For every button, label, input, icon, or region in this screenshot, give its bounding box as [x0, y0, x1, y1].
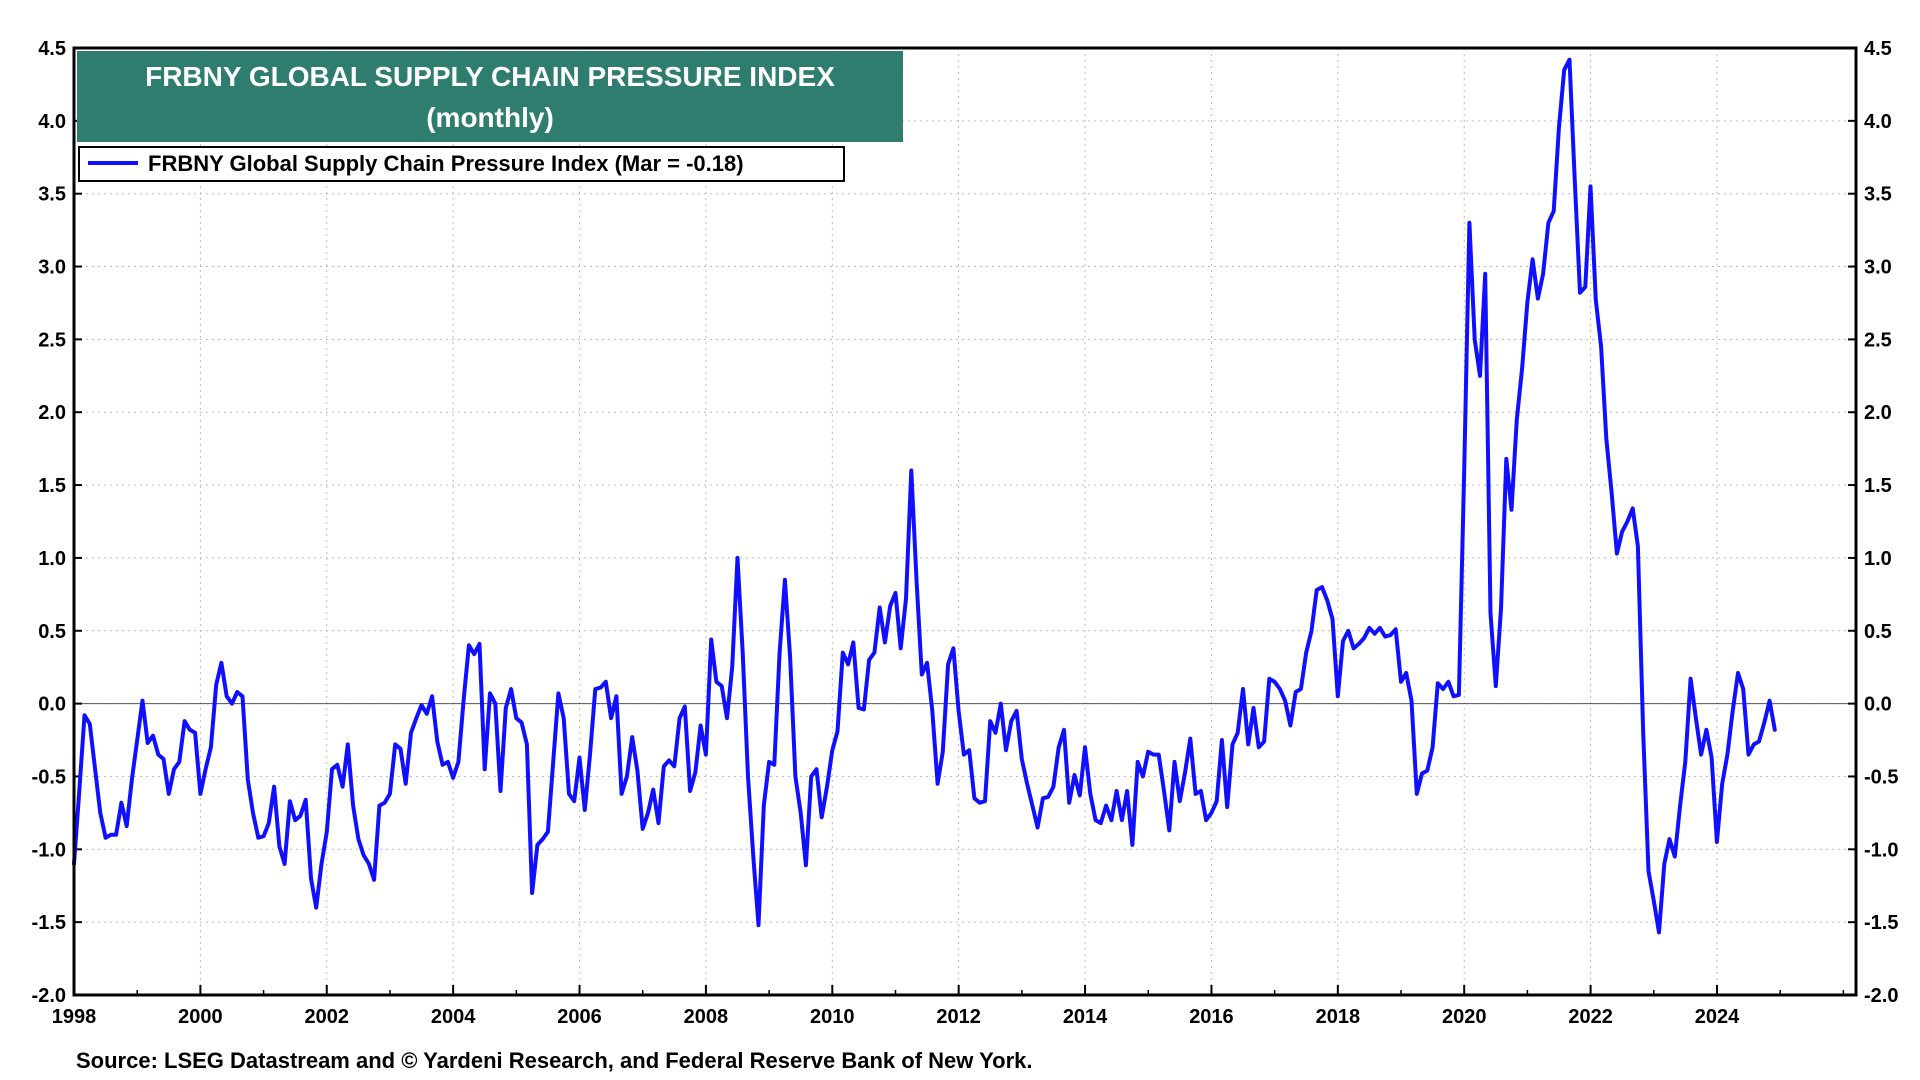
- y-tick-label-left: 3.5: [38, 184, 66, 206]
- y-tick-label-right: -1.0: [1864, 839, 1898, 861]
- y-tick-label-left: 2.0: [38, 402, 66, 424]
- series-line-gscpi: [72, 57, 1777, 935]
- y-axis-right-labels: 4.5 4.0 3.5 3.0 2.5 2.0 1.5 1.0 0.5 0.0 -0.5 -1.0 -1…: [1848, 38, 1898, 1007]
- title-box: FRBNY GLOBAL SUPPLY CHAIN PRESSURE INDEX…: [77, 51, 903, 142]
- y-tick-label-right: 3.0: [1864, 257, 1892, 279]
- y-tick-label-right: 2.5: [1864, 329, 1892, 351]
- legend-box: FRBNY Global Supply Chain Pressure Index…: [78, 146, 845, 182]
- x-tick-label: 2016: [1189, 1006, 1234, 1028]
- y-tick-label-left: 3.0: [38, 257, 66, 279]
- chart-title: FRBNY GLOBAL SUPPLY CHAIN PRESSURE INDEX: [145, 61, 835, 92]
- y-tick-label-right: 4.0: [1864, 111, 1892, 133]
- y-tick-label-left: -2.0: [32, 985, 66, 1007]
- chart-subtitle: (monthly): [426, 102, 554, 133]
- y-axis-left-labels: 4.5 4.0 3.5 3.0 2.5 2.0 1.5 1.0 0.5 0.0 -0.5 -1.0 -1…: [32, 38, 82, 1007]
- x-tick-label: 2014: [1063, 1006, 1108, 1028]
- x-tick-label: 2010: [810, 1006, 855, 1028]
- y-tick-label-right: 0.0: [1864, 694, 1892, 716]
- plot-frame: [72, 46, 1858, 997]
- source-note: Source: LSEG Datastream and © Yardeni Re…: [76, 1048, 1032, 1073]
- y-tick-label-left: -1.5: [32, 912, 66, 934]
- y-tick-label-left: -0.5: [32, 766, 66, 788]
- y-tick-label-right: -0.5: [1864, 766, 1898, 788]
- x-tick-label: 2000: [178, 1006, 223, 1028]
- y-tick-label-right: 0.5: [1864, 621, 1892, 643]
- x-tick-label: 2012: [936, 1006, 981, 1028]
- x-tick-label: 2022: [1568, 1006, 1613, 1028]
- y-tick-label-right: -1.5: [1864, 912, 1898, 934]
- x-tick-label: 2020: [1442, 1006, 1487, 1028]
- x-axis-labels: 1998 2000 2002 2004 2006 2008 2010 2012 2014 2016…: [52, 985, 1845, 1028]
- x-tick-label: 1998: [52, 1006, 97, 1028]
- y-tick-label-left: 0.0: [38, 694, 66, 716]
- y-tick-label-right: 4.5: [1864, 38, 1892, 60]
- y-tick-label-left: 1.5: [38, 475, 66, 497]
- y-tick-label-left: 4.5: [38, 38, 66, 60]
- y-tick-label-left: 0.5: [38, 621, 66, 643]
- y-tick-label-right: 3.5: [1864, 184, 1892, 206]
- x-tick-label: 2018: [1316, 1006, 1361, 1028]
- y-tick-label-right: 1.0: [1864, 548, 1892, 570]
- y-tick-label-right: 1.5: [1864, 475, 1892, 497]
- y-tick-label-left: 2.5: [38, 329, 66, 351]
- y-tick-label-left: 4.0: [38, 111, 66, 133]
- y-tick-label-right: -2.0: [1864, 985, 1898, 1007]
- y-tick-label-right: 2.0: [1864, 402, 1892, 424]
- x-tick-label: 2002: [305, 1006, 350, 1028]
- y-tick-label-left: 1.0: [38, 548, 66, 570]
- x-tick-label: 2004: [431, 1006, 476, 1028]
- x-tick-label: 2006: [557, 1006, 602, 1028]
- x-tick-label: 2024: [1695, 1006, 1740, 1028]
- y-tick-label-left: -1.0: [32, 839, 66, 861]
- legend-label: FRBNY Global Supply Chain Pressure Index…: [148, 151, 744, 176]
- x-tick-label: 2008: [684, 1006, 729, 1028]
